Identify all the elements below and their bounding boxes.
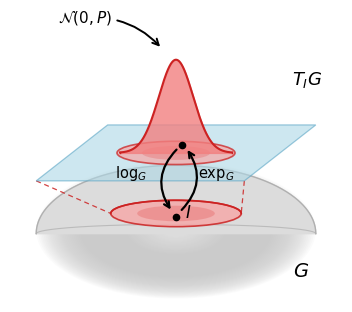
Text: $I$: $I$ <box>185 205 191 222</box>
Ellipse shape <box>105 196 247 265</box>
Ellipse shape <box>82 184 270 276</box>
Ellipse shape <box>162 223 190 237</box>
Ellipse shape <box>50 169 302 292</box>
Ellipse shape <box>116 201 236 260</box>
Ellipse shape <box>91 189 261 272</box>
Ellipse shape <box>38 163 314 298</box>
Ellipse shape <box>95 190 257 270</box>
Ellipse shape <box>111 200 241 227</box>
Ellipse shape <box>142 214 210 247</box>
Ellipse shape <box>89 188 263 273</box>
Ellipse shape <box>73 180 279 280</box>
Ellipse shape <box>139 212 213 248</box>
Ellipse shape <box>43 165 309 295</box>
Ellipse shape <box>57 172 295 288</box>
Ellipse shape <box>98 192 254 268</box>
Ellipse shape <box>164 224 188 236</box>
Ellipse shape <box>123 204 229 256</box>
Ellipse shape <box>61 174 291 286</box>
Ellipse shape <box>153 219 199 241</box>
Ellipse shape <box>169 227 183 234</box>
Ellipse shape <box>137 206 215 221</box>
Text: $\log_G$: $\log_G$ <box>115 164 147 183</box>
Ellipse shape <box>109 197 243 263</box>
Ellipse shape <box>81 183 271 277</box>
Ellipse shape <box>64 176 288 285</box>
Ellipse shape <box>158 222 194 239</box>
Ellipse shape <box>88 187 264 274</box>
Polygon shape <box>36 165 316 234</box>
Ellipse shape <box>84 185 268 275</box>
Ellipse shape <box>96 191 256 269</box>
Ellipse shape <box>59 173 293 287</box>
Ellipse shape <box>125 205 227 255</box>
Ellipse shape <box>128 207 224 254</box>
Ellipse shape <box>75 181 277 280</box>
Ellipse shape <box>100 193 252 267</box>
Ellipse shape <box>137 211 215 249</box>
Text: $\exp_G$: $\exp_G$ <box>198 167 235 183</box>
Ellipse shape <box>93 190 259 271</box>
Ellipse shape <box>165 225 187 236</box>
Ellipse shape <box>86 186 266 274</box>
Ellipse shape <box>117 141 235 164</box>
Ellipse shape <box>52 170 300 291</box>
Ellipse shape <box>174 229 178 231</box>
Ellipse shape <box>121 203 231 257</box>
Ellipse shape <box>54 171 298 290</box>
Text: $G$: $G$ <box>294 263 309 281</box>
Ellipse shape <box>172 228 180 232</box>
Ellipse shape <box>144 215 208 246</box>
Ellipse shape <box>155 220 197 241</box>
Ellipse shape <box>146 216 206 245</box>
Ellipse shape <box>167 226 185 235</box>
Ellipse shape <box>151 218 201 242</box>
Ellipse shape <box>45 166 307 294</box>
Ellipse shape <box>47 167 305 293</box>
Ellipse shape <box>132 209 220 252</box>
Ellipse shape <box>114 200 238 261</box>
Ellipse shape <box>135 210 217 250</box>
Ellipse shape <box>79 183 273 278</box>
Ellipse shape <box>171 228 181 233</box>
Text: $T_I G$: $T_I G$ <box>292 70 322 90</box>
Ellipse shape <box>157 221 195 240</box>
Ellipse shape <box>150 217 202 243</box>
Ellipse shape <box>142 146 210 160</box>
Ellipse shape <box>107 197 245 264</box>
Ellipse shape <box>66 177 286 284</box>
Ellipse shape <box>40 163 312 297</box>
Ellipse shape <box>148 217 204 244</box>
Ellipse shape <box>71 179 281 281</box>
Ellipse shape <box>160 222 192 238</box>
Ellipse shape <box>103 195 249 266</box>
Ellipse shape <box>68 178 284 283</box>
Ellipse shape <box>130 208 222 253</box>
Ellipse shape <box>119 202 233 258</box>
Ellipse shape <box>118 202 234 259</box>
Ellipse shape <box>42 164 310 296</box>
Ellipse shape <box>112 199 240 261</box>
Text: $\mathcal{N}(0,P)$: $\mathcal{N}(0,P)$ <box>58 9 159 45</box>
Ellipse shape <box>36 162 316 299</box>
Ellipse shape <box>63 175 289 285</box>
Ellipse shape <box>126 206 226 255</box>
Ellipse shape <box>111 198 241 262</box>
Ellipse shape <box>140 213 212 247</box>
Ellipse shape <box>102 194 250 266</box>
Ellipse shape <box>77 182 275 279</box>
Ellipse shape <box>70 178 282 282</box>
Ellipse shape <box>133 209 219 251</box>
Ellipse shape <box>49 168 303 293</box>
Ellipse shape <box>56 171 296 289</box>
Polygon shape <box>36 125 316 181</box>
